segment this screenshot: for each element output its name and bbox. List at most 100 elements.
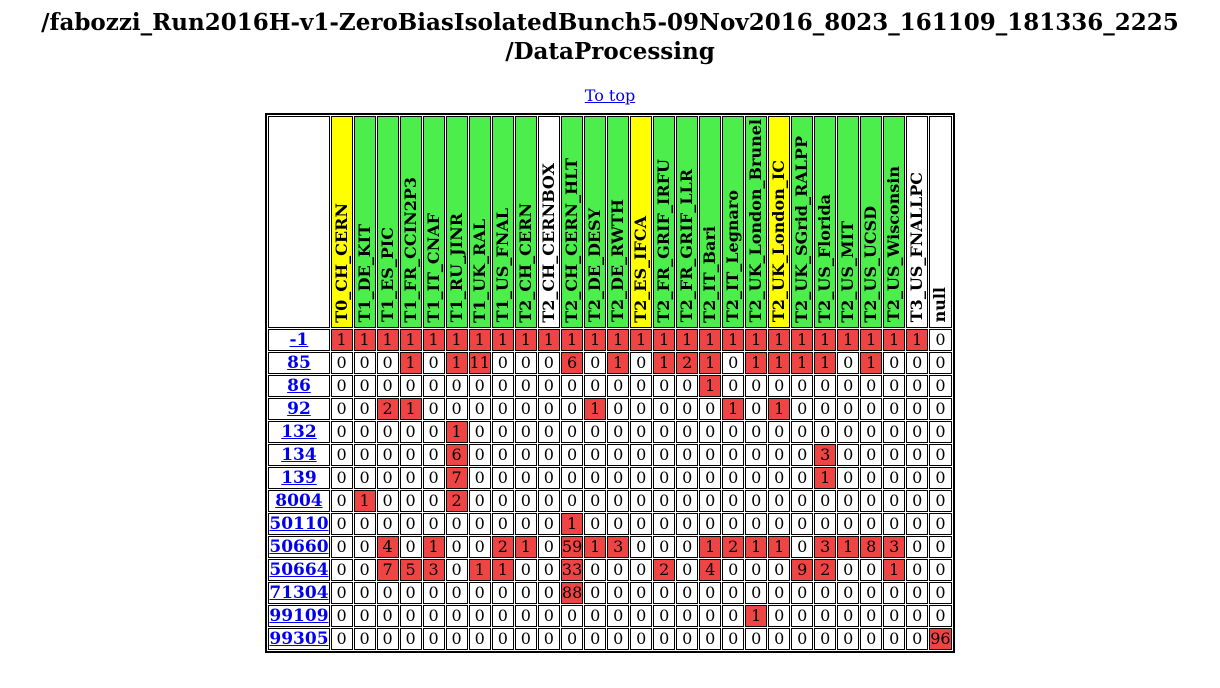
count-cell: 0: [514, 559, 537, 582]
count-cell: 0: [860, 467, 883, 490]
error-code-link[interactable]: 134: [281, 445, 317, 466]
count-cell: 0: [491, 398, 514, 421]
site-name-label: T3_US_FNALLPC: [907, 172, 927, 323]
site-header-t1-it-cnaf: T1_IT_CNAF: [422, 116, 445, 329]
table-row: 71304 0 0 0 0 0 0 0 0 0 0 88 0 0 0 0 0 0 0 0 0 0 0 0 0 0 0 0: [268, 582, 952, 605]
error-code-link[interactable]: 50110: [269, 514, 329, 535]
count-cell: 0: [330, 536, 353, 559]
error-code-link[interactable]: 139: [281, 468, 317, 489]
count-cell: 2: [491, 536, 514, 559]
count-cell: 0: [929, 490, 952, 513]
count-cell: 1: [745, 352, 768, 375]
count-cell: 0: [883, 352, 906, 375]
count-cell: 0: [906, 490, 929, 513]
count-cell: 0: [607, 582, 630, 605]
count-cell: 0: [445, 398, 468, 421]
count-cell: 0: [353, 605, 376, 628]
count-cell: 1: [514, 329, 537, 352]
error-code-link[interactable]: 92: [287, 399, 311, 420]
count-cell: 1: [814, 329, 837, 352]
count-cell: 0: [491, 421, 514, 444]
count-cell: 0: [491, 605, 514, 628]
count-cell: 0: [584, 352, 607, 375]
count-cell: 1: [699, 536, 722, 559]
count-cell: 0: [445, 375, 468, 398]
count-cell: 0: [860, 559, 883, 582]
count-cell: 1: [814, 352, 837, 375]
error-code-link[interactable]: 86: [287, 376, 311, 397]
count-cell: 0: [653, 467, 676, 490]
site-name-label: T2_US_UCSD: [861, 205, 881, 323]
count-cell: 0: [791, 490, 814, 513]
count-cell: 1: [445, 352, 468, 375]
count-cell: 0: [537, 582, 560, 605]
count-cell: 0: [630, 605, 653, 628]
to-top-link[interactable]: To top: [584, 86, 636, 105]
site-name-label: T2_UK_London_IC: [769, 160, 789, 323]
count-cell: 0: [745, 444, 768, 467]
site-header-t1-ru-jinr: T1_RU_JINR: [445, 116, 468, 329]
count-cell: 0: [491, 467, 514, 490]
count-cell: 1: [768, 536, 791, 559]
count-cell: 1: [676, 329, 699, 352]
site-header-t1-de-kit: T1_DE_KIT: [353, 116, 376, 329]
count-cell: 1: [699, 329, 722, 352]
count-cell: 0: [514, 605, 537, 628]
row-code-cell: 71304: [268, 582, 330, 605]
count-cell: 0: [537, 536, 560, 559]
count-cell: 0: [376, 375, 399, 398]
error-code-link[interactable]: 99109: [269, 606, 329, 627]
site-name-label: T2_CH_CERN: [515, 202, 535, 323]
error-code-link[interactable]: 132: [281, 422, 317, 443]
count-cell: 0: [837, 490, 860, 513]
error-matrix-body: -1 1 1 1 1 1 1 1 1 1 1 1 1 1 1 1 1 1 1 1 1 1 1 1 1 1 1 0 85 0 0 0 1 0 1 11 0…: [268, 329, 952, 651]
count-cell: 0: [584, 444, 607, 467]
count-cell: 0: [399, 467, 422, 490]
count-cell: 0: [745, 490, 768, 513]
error-code-link[interactable]: -1: [289, 330, 309, 351]
site-name-label: T2_DE_RWTH: [608, 199, 628, 323]
error-code-link[interactable]: 85: [287, 353, 311, 374]
count-cell: 0: [353, 352, 376, 375]
count-cell: 1: [883, 329, 906, 352]
site-name-label: T1_UK_RAL: [469, 218, 489, 323]
site-name-label: T0_CH_CERN: [331, 202, 351, 323]
error-code-link[interactable]: 50660: [269, 537, 329, 558]
count-cell: 0: [814, 605, 837, 628]
count-cell: 1: [491, 329, 514, 352]
count-cell: 0: [929, 329, 952, 352]
error-code-link[interactable]: 99305: [269, 629, 329, 650]
count-cell: 0: [514, 628, 537, 651]
count-cell: 3: [814, 536, 837, 559]
count-cell: 0: [676, 628, 699, 651]
count-cell: 0: [376, 490, 399, 513]
error-code-link[interactable]: 50664: [269, 560, 329, 581]
count-cell: 0: [768, 605, 791, 628]
count-cell: 1: [791, 352, 814, 375]
count-cell: 0: [722, 444, 745, 467]
count-cell: 0: [745, 421, 768, 444]
count-cell: 0: [929, 467, 952, 490]
count-cell: 0: [745, 513, 768, 536]
count-cell: 0: [699, 628, 722, 651]
site-name-label: T2_US_MIT: [838, 220, 858, 323]
count-cell: 0: [860, 444, 883, 467]
count-cell: 1: [906, 329, 929, 352]
count-cell: 0: [607, 559, 630, 582]
count-cell: 1: [745, 536, 768, 559]
corner-cell: [268, 116, 330, 329]
count-cell: 0: [676, 559, 699, 582]
count-cell: 0: [929, 398, 952, 421]
count-cell: 4: [699, 559, 722, 582]
count-cell: 0: [745, 559, 768, 582]
count-cell: 0: [745, 398, 768, 421]
count-cell: 0: [584, 605, 607, 628]
row-code-cell: 85: [268, 352, 330, 375]
error-code-link[interactable]: 71304: [269, 583, 329, 604]
error-code-link[interactable]: 8004: [275, 491, 323, 512]
count-cell: 1: [491, 559, 514, 582]
count-cell: 7: [445, 467, 468, 490]
site-header-null: null: [929, 116, 952, 329]
count-cell: 0: [676, 513, 699, 536]
count-cell: 1: [860, 352, 883, 375]
